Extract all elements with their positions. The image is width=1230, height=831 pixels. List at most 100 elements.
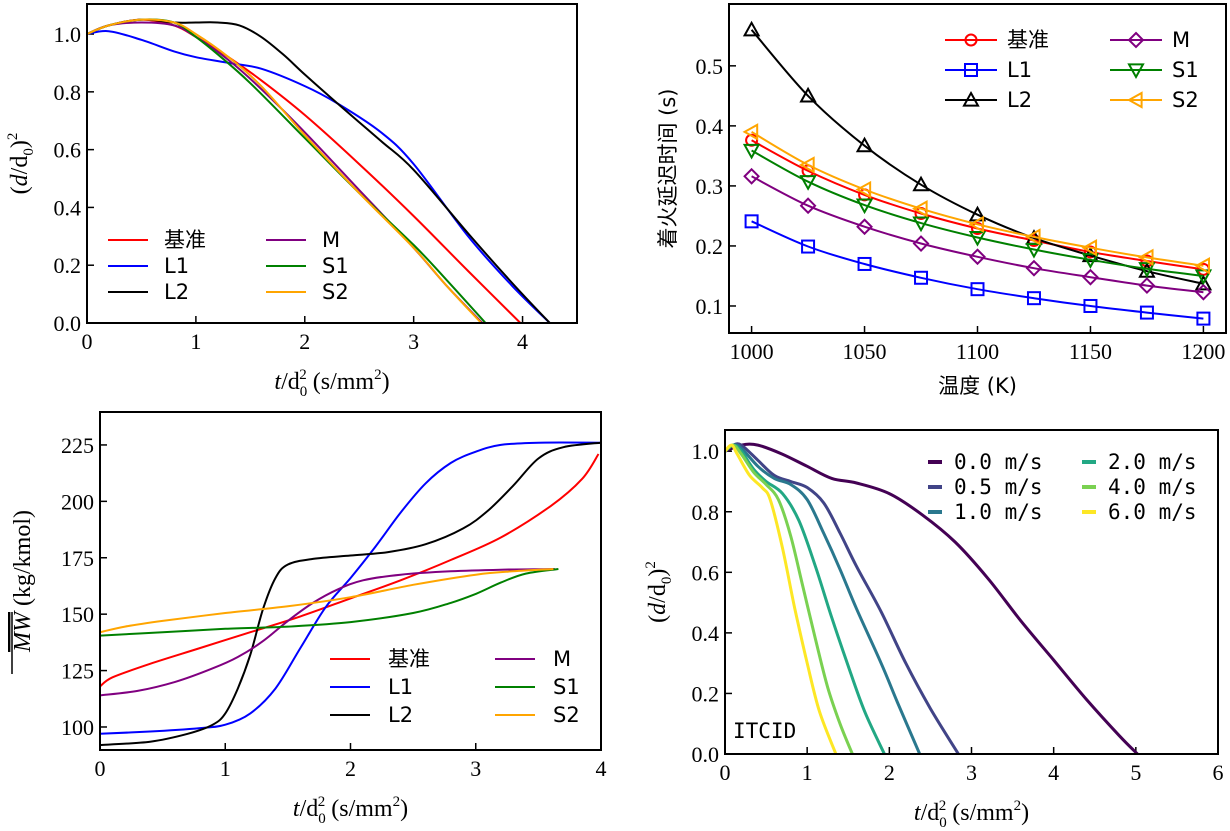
y-tick-label: 0.8 [54, 80, 82, 105]
data-point-M [1138, 277, 1156, 294]
data-point-S2 [742, 123, 759, 141]
x-label-part: 0 [939, 815, 947, 831]
legend: 0.0 m/s0.5 m/s1.0 m/s 2.0 m/s4.0 m/s6.0 m… [928, 450, 1197, 524]
x-tick-label: 3 [408, 329, 419, 354]
x-label-part: (s/mm [307, 369, 375, 395]
legend-item: M [266, 228, 340, 252]
data-point-S2 [1194, 257, 1211, 275]
y-tick-label: 0.6 [692, 560, 720, 585]
y-axis-label: (d/d0)2 [643, 561, 675, 623]
x-label-part: ) [382, 369, 390, 395]
x-label-part: t [914, 800, 922, 826]
legend-item: S2 [1110, 88, 1199, 112]
x-axis-label: t/d02 (s/mm2) [274, 367, 389, 400]
y-label-part: 2 [5, 133, 21, 141]
x-tick-label: 2 [345, 756, 356, 781]
legend-label: 基准 [388, 647, 430, 671]
y-tick-label: 225 [61, 433, 94, 458]
series-line-M [100, 568, 555, 697]
legend-item: L2 [945, 88, 1032, 112]
x-axis-label: 温度 (K) [938, 374, 1017, 398]
x-label-part: 2 [299, 367, 307, 383]
legend-label: M [553, 647, 571, 671]
series-group [725, 442, 1139, 754]
legend-item: 基准 [330, 647, 430, 671]
x-label-part: /d [921, 800, 940, 826]
series-line-L1 [100, 441, 601, 735]
series-line-基准 [87, 18, 522, 323]
legend-label: L2 [388, 703, 413, 727]
legend-marker [964, 33, 978, 47]
series-line-1.0 m/s [725, 443, 922, 754]
x-axis-label: t/d02 (s/mm2) [914, 798, 1029, 831]
legend-marker [1126, 91, 1143, 109]
series-line-L1 [751, 220, 1204, 320]
y-tick-label: 0.6 [54, 138, 82, 163]
legend-label: 1.0 m/s [954, 500, 1043, 524]
axes-frame [724, 429, 1219, 755]
series-line-2.0 m/s [725, 443, 886, 754]
series-line-S1 [87, 18, 487, 323]
legend-label: S2 [322, 280, 349, 304]
annotation-label: ITCID [733, 719, 796, 743]
legend-label: L1 [388, 675, 413, 699]
series-line-M [87, 21, 484, 323]
axes-frame [86, 3, 578, 324]
legend-item: M [1110, 28, 1190, 52]
legend-item: S2 [266, 280, 349, 304]
axes-frame [728, 3, 1227, 334]
series-group [100, 441, 601, 746]
legend-item: 4.0 m/s [1082, 475, 1197, 499]
series-line-6.0 m/s [725, 443, 838, 754]
data-point-M [1194, 283, 1212, 301]
legend-item: S1 [1110, 58, 1199, 82]
data-point-S1 [799, 175, 817, 191]
y-label-part: ( [7, 186, 33, 194]
data-point-S2 [799, 156, 815, 174]
x-label-part: t [274, 369, 282, 395]
series-line-S2 [100, 568, 554, 634]
data-point-L2 [1194, 274, 1213, 291]
x-tick-label: 4 [1048, 760, 1059, 785]
legend-marker [964, 63, 978, 77]
x-tick-label: 1 [190, 329, 201, 354]
x-tick-label: 2 [884, 760, 895, 785]
legend-item: 2.0 m/s [1082, 450, 1197, 474]
x-label-part: 0 [318, 811, 326, 827]
series-line-0.0 m/s [725, 442, 1139, 754]
x-label-part: 2 [318, 794, 326, 810]
legend-item: 6.0 m/s [1082, 500, 1197, 524]
x-label-part: 2 [939, 798, 947, 814]
x-tick-label: 5 [1130, 760, 1141, 785]
y-axis-label: MW (kg/kmol) [10, 510, 36, 653]
legend-label: 0.0 m/s [954, 450, 1043, 474]
x-label-part: ) [400, 796, 408, 822]
data-point-L2 [799, 86, 817, 103]
y-axis-label: (d/d0)2 [5, 133, 37, 195]
series-line-0.5 m/s [725, 442, 960, 754]
data-point-L1 [1196, 311, 1211, 326]
y-label-part: /d [7, 156, 33, 175]
legend-label: L1 [164, 254, 189, 278]
legend-marker [962, 90, 980, 107]
x-tick-label: 4 [596, 756, 607, 781]
legend-label: S2 [1172, 88, 1199, 112]
x-tick-label: 1200 [1181, 339, 1225, 364]
series-group [742, 20, 1213, 326]
series-group [87, 18, 551, 323]
legend-item: 基准 [945, 28, 1049, 52]
data-point-S2 [855, 180, 872, 199]
x-tick-label: 4 [517, 329, 528, 354]
series-line-基准 [100, 453, 600, 688]
y-label-part: d [645, 602, 671, 615]
data-point-S1 [968, 230, 987, 247]
y-label-part: ( [645, 615, 671, 623]
chart-br: 0 1 2 3 4 5 60.00.20.40.60.81.0t/d02 (s/mm2)(d… [643, 429, 1224, 831]
data-point-S1 [1025, 242, 1043, 259]
x-tick-label: 1 [802, 760, 813, 785]
y-tick-label: 1.0 [692, 439, 720, 464]
data-point-L1 [857, 256, 872, 271]
